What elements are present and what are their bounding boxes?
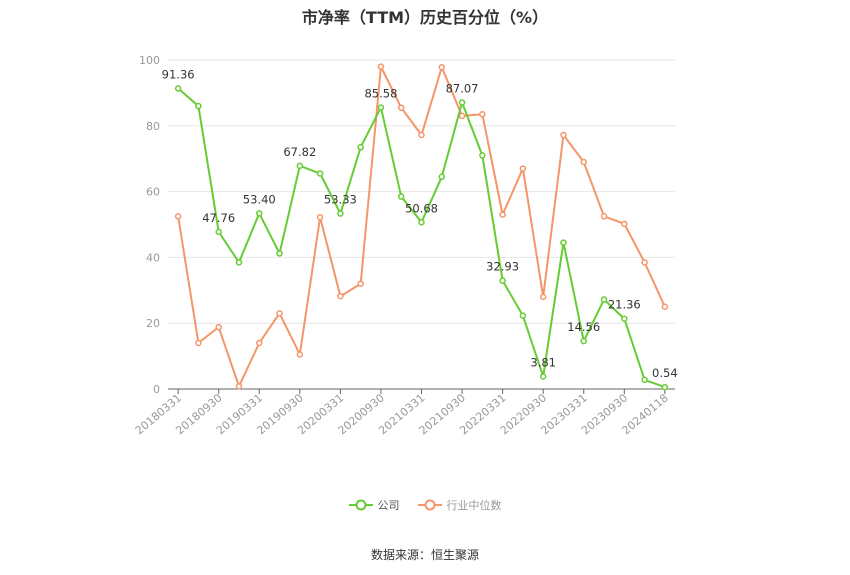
data-point-company	[418, 219, 425, 226]
data-point-industry-median	[235, 383, 243, 390]
data-label: 53.40	[243, 192, 276, 206]
data-point-company	[458, 99, 466, 106]
data-point-company	[621, 315, 628, 322]
y-tick-label: 80	[146, 120, 160, 133]
data-point-industry-median	[519, 165, 527, 172]
data-point-industry-median	[377, 63, 385, 70]
data-point-industry-median	[560, 131, 567, 139]
data-label-layer: 91.36 47.76 53.40 67.82 53.33 85.58 50.68 87.07…	[162, 67, 678, 380]
data-point-company	[397, 193, 405, 200]
data-label: 0.54	[652, 366, 678, 380]
y-tick-label: 60	[146, 186, 160, 199]
data-point-company	[276, 250, 283, 257]
y-tick-label: 100	[139, 54, 160, 67]
data-point-company	[560, 239, 567, 246]
data-point-company	[519, 312, 527, 319]
data-label: 32.93	[486, 260, 519, 274]
data-point-company	[580, 337, 587, 345]
data-point-industry-median	[600, 213, 608, 220]
data-point-company	[438, 173, 446, 181]
y-tick-label: 20	[146, 317, 160, 330]
legend-line-marker-icon	[417, 499, 442, 511]
data-point-industry-median	[479, 111, 486, 118]
data-label: 21.36	[608, 298, 641, 312]
data-point-company	[661, 383, 669, 391]
data-point-company	[499, 277, 506, 284]
data-point-industry-median	[174, 213, 182, 220]
data-point-company	[316, 170, 324, 177]
data-point-industry-median	[357, 280, 364, 287]
data-point-industry-median	[499, 211, 506, 218]
data-point-industry-median	[195, 339, 202, 347]
legend-item-industry-median[interactable]: 行业中位数	[417, 497, 502, 513]
data-label: 87.07	[446, 82, 479, 96]
data-point-company	[296, 162, 304, 170]
chart-title: 市净率（TTM）历史百分位（%）	[301, 8, 549, 27]
legend-item-company[interactable]: 公司	[348, 497, 400, 513]
data-label: 50.68	[405, 201, 438, 215]
data-point-company	[377, 104, 385, 111]
data-point-industry-median	[641, 259, 648, 266]
data-label: 14.56	[567, 320, 600, 334]
data-point-industry-median	[215, 323, 222, 331]
data-point-company	[337, 210, 344, 217]
data-label: 91.36	[162, 67, 195, 81]
data-point-industry-median	[397, 104, 405, 111]
data-point-company	[357, 143, 364, 151]
data-label: 47.76	[202, 211, 235, 225]
legend-label-company: 公司	[377, 499, 400, 512]
legend-label-industry-median: 行业中位数	[446, 499, 502, 512]
data-point-company	[600, 296, 608, 303]
data-point-industry-median	[296, 351, 304, 358]
data-point-company	[641, 376, 648, 384]
data-point-industry-median	[337, 292, 344, 300]
data-point-industry-median	[539, 293, 547, 301]
data-point-industry-median	[458, 112, 466, 120]
data-label: 85.58	[364, 86, 397, 100]
data-point-industry-median	[661, 303, 669, 310]
y-tick-label: 40	[146, 251, 160, 264]
legend-line-marker-icon	[348, 499, 373, 511]
data-point-industry-median	[418, 131, 425, 139]
grid-layer	[168, 59, 675, 324]
data-source-note: 数据来源：恒生聚源	[370, 548, 479, 562]
data-label: 53.33	[324, 193, 357, 207]
series-layer	[174, 63, 669, 391]
y-tick-label: 0	[153, 383, 160, 396]
data-point-company	[174, 85, 182, 92]
data-point-industry-median	[316, 214, 324, 221]
data-point-company	[256, 210, 263, 217]
series-line-industry-median	[177, 65, 666, 388]
data-point-industry-median	[276, 310, 283, 317]
data-point-company	[235, 259, 243, 266]
data-point-company	[479, 152, 486, 159]
data-label: 67.82	[283, 145, 316, 159]
data-point-company	[215, 228, 222, 236]
data-point-industry-median	[438, 63, 446, 71]
data-point-industry-median	[621, 220, 628, 228]
data-point-company	[195, 102, 202, 110]
data-point-industry-median	[256, 339, 263, 347]
legend: 公司 行业中位数	[0, 497, 850, 513]
data-label: 3.81	[530, 355, 556, 369]
data-point-industry-median	[580, 158, 587, 166]
data-point-company	[539, 373, 547, 380]
